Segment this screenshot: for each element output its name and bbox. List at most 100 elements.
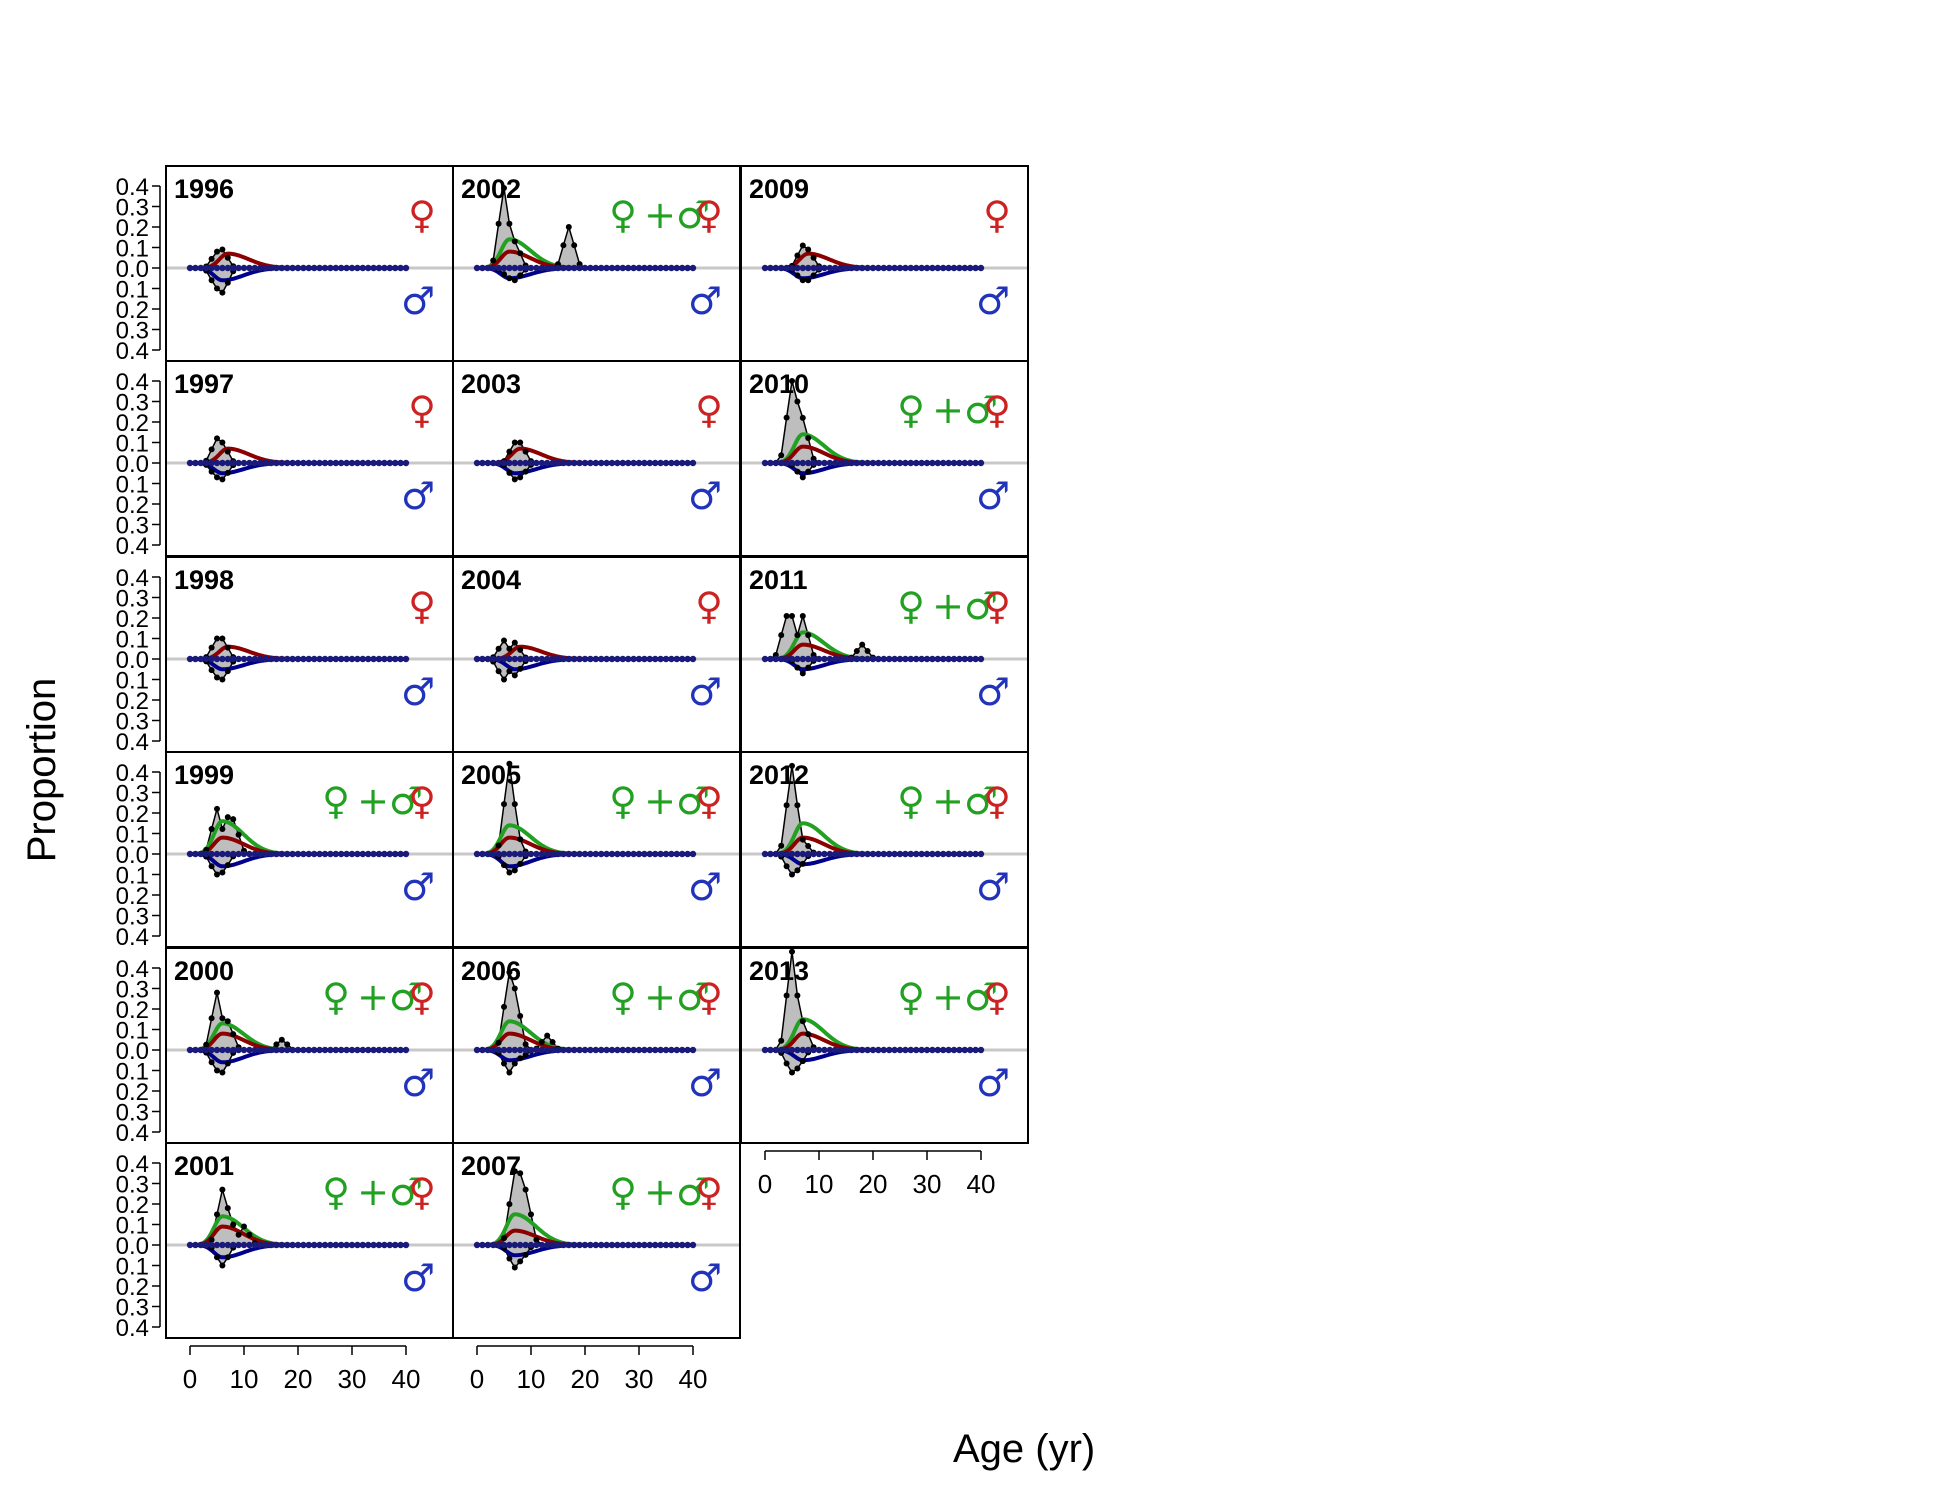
zero-point [864, 1046, 871, 1054]
zero-point [321, 1046, 329, 1054]
zero-point [832, 264, 839, 272]
combined-plus-symbol: + [644, 779, 676, 823]
panel-plot-area [453, 969, 740, 1076]
zero-point [316, 655, 323, 663]
zero-point [815, 264, 823, 272]
zero-point [522, 1046, 529, 1054]
panel-year-label: 1997 [174, 369, 234, 399]
zero-point [673, 655, 680, 663]
zero-point [880, 1046, 887, 1054]
y-tick-label: 0.2 [116, 883, 149, 910]
zero-point [527, 459, 535, 467]
zero-point [614, 1241, 621, 1249]
observed-point [208, 1059, 215, 1066]
zero-point [338, 1241, 345, 1249]
panel-2001: 2001♀ + ♂♀♂0.40.30.20.10.00.10.20.30.40 10 2… [116, 1142, 454, 1394]
y-tick-label: 0.1 [116, 863, 149, 890]
zero-point [343, 655, 350, 663]
zero-point [213, 1046, 221, 1054]
zero-point [581, 264, 589, 272]
zero-point [772, 655, 779, 663]
zero-point [533, 1241, 540, 1249]
zero-point [929, 1046, 936, 1054]
zero-point [821, 850, 828, 858]
observed-point [219, 676, 226, 683]
zero-point [397, 1241, 404, 1249]
zero-point [794, 1046, 801, 1054]
zero-point [208, 1046, 215, 1054]
zero-point [853, 1046, 860, 1054]
panel-plot-area [453, 439, 740, 483]
y-tick-label: 0.0 [116, 842, 149, 869]
panel-2002: 2002♀ + ♂♀♂ [452, 165, 741, 362]
observed-point [501, 676, 507, 683]
observed-point [805, 246, 812, 253]
zero-point [902, 459, 909, 467]
zero-point [652, 655, 659, 663]
zero-point [929, 459, 936, 467]
zero-point [896, 459, 904, 467]
observed-point [224, 254, 231, 261]
observed-point [511, 1264, 518, 1271]
zero-point [213, 264, 221, 272]
zero-point [343, 850, 350, 858]
zero-point [956, 459, 963, 467]
observed-point [778, 1037, 785, 1044]
zero-point [799, 264, 806, 272]
zero-point [197, 1046, 204, 1054]
combined-female-symbol: ♀ [322, 975, 350, 1019]
zero-point [224, 655, 231, 663]
observed-point [235, 1231, 242, 1238]
zero-point [608, 850, 616, 858]
zero-point [370, 850, 377, 858]
zero-point [197, 655, 204, 663]
zero-point [783, 655, 790, 663]
zero-point [402, 1241, 410, 1249]
zero-point [224, 1046, 231, 1054]
observed-point [565, 224, 572, 230]
zero-point [484, 459, 491, 467]
zero-point [826, 850, 833, 858]
observed-point [805, 468, 812, 475]
zero-point [684, 1241, 691, 1249]
zero-point [630, 1241, 637, 1249]
zero-point [934, 1046, 941, 1054]
zero-point [592, 850, 599, 858]
combined-female-symbol: ♀ [897, 975, 925, 1019]
observed-point [517, 272, 524, 279]
observed-point [506, 469, 513, 476]
zero-point [246, 655, 253, 663]
zero-point [619, 459, 626, 467]
combined-female-symbol: ♀ [609, 779, 637, 823]
observed-point [560, 242, 567, 249]
zero-point [684, 655, 691, 663]
zero-point [235, 655, 242, 663]
zero-point [956, 264, 963, 272]
zero-point [289, 655, 296, 663]
zero-point [918, 264, 925, 272]
female-symbol: ♀ [983, 975, 1011, 1019]
observed-point [789, 1069, 795, 1076]
zero-point [761, 655, 769, 663]
zero-point [560, 264, 567, 272]
panel-plot-area [166, 435, 453, 483]
zero-point [517, 459, 524, 467]
zero-point [891, 1046, 898, 1054]
zero-point [311, 1241, 318, 1249]
zero-point [354, 459, 361, 467]
male-symbol: ♂ [688, 474, 722, 518]
zero-point [794, 850, 801, 858]
zero-point [652, 850, 659, 858]
zero-point [251, 459, 258, 467]
zero-point [490, 655, 497, 663]
zero-point [977, 1046, 985, 1054]
observed-point [208, 667, 215, 674]
x-tick-label: 40 [679, 1364, 708, 1394]
zero-point [246, 1046, 253, 1054]
zero-point [359, 850, 366, 858]
observed-point [783, 612, 790, 619]
observed-point [549, 1039, 556, 1046]
panel-1999: 1999♀ + ♂♀♂0.40.30.20.10.00.10.20.30.4 [116, 751, 454, 951]
panel-plot-area [741, 762, 1028, 878]
zero-point [689, 264, 697, 272]
